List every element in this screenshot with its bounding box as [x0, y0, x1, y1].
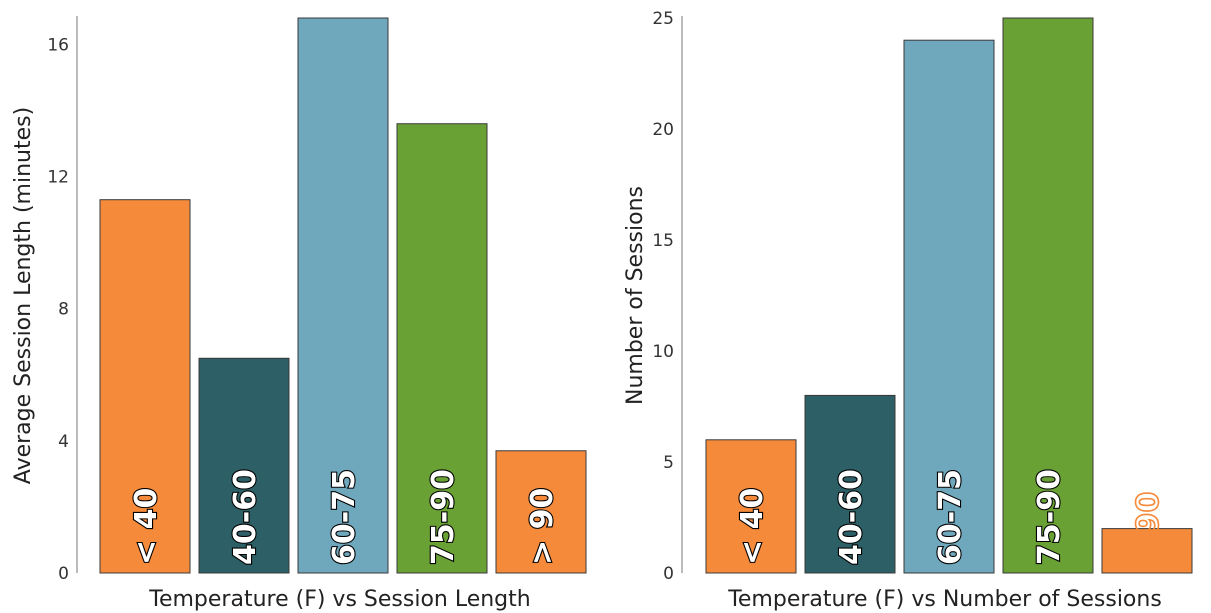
bar-category-label: 60-75: [327, 469, 362, 565]
bar-category-label: > 90: [1131, 492, 1166, 569]
bar-category-label: 60-75: [933, 469, 968, 565]
x-axis-title: Temperature (F) vs Number of Sessions: [727, 587, 1162, 612]
bar-category-label: 40-60: [834, 469, 869, 565]
y-tick-label: 8: [58, 300, 69, 320]
bar-count-0: [705, 439, 797, 574]
bar-length-2: [297, 17, 389, 574]
y-tick-label: 0: [58, 564, 69, 584]
bar-category-label: < 40: [735, 488, 770, 565]
y-tick-label: 5: [663, 453, 674, 473]
session-count-chart: 0 5 10 15 20 25 Number of Sessions Temperature …: [623, 9, 1193, 612]
x-axis-title: Temperature (F) vs Session Length: [148, 587, 530, 612]
bar-length-0: [99, 199, 191, 574]
y-tick-label: 20: [652, 120, 674, 140]
bar-category-label: < 40: [129, 488, 164, 565]
bar-count-4: [1101, 528, 1193, 574]
bar-category-label: > 90: [525, 488, 560, 565]
y-tick-label: 4: [58, 432, 69, 452]
y-tick-label: 25: [652, 9, 674, 29]
bar-category-label: 75-90: [426, 469, 461, 565]
y-tick-label: 15: [652, 231, 674, 251]
bar-length-1: [198, 357, 290, 574]
y-tick-label: 10: [652, 342, 674, 362]
bar-count-1: [804, 394, 896, 574]
y-tick-label: 12: [47, 168, 69, 188]
bar-count-3: [1002, 17, 1094, 574]
y-tick-label: 16: [47, 35, 69, 55]
bar-length-3: [396, 123, 488, 574]
bar-length-4: [495, 450, 587, 574]
session-length-chart: 0 4 8 12 16 Average Session Length (minutes) T…: [11, 16, 587, 612]
y-axis-title: Number of Sessions: [623, 186, 648, 405]
bar-category-label: 40-60: [228, 469, 263, 565]
bar-category-label: 75-90: [1032, 469, 1067, 565]
y-tick-label: 0: [663, 564, 674, 584]
y-axis-title: Average Session Length (minutes): [11, 107, 36, 484]
bar-count-2: [903, 39, 995, 574]
